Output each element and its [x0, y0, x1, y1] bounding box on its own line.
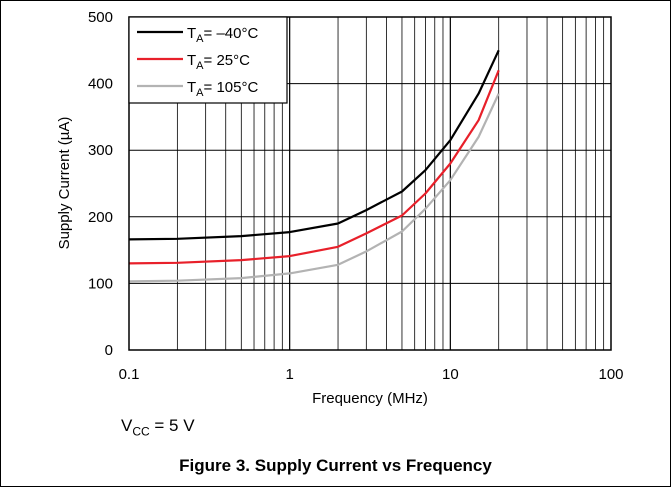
legend-label: TA= 105°C: [187, 79, 258, 99]
x-tick-label: 10: [442, 366, 459, 383]
tick-labels: 0.1 1 10 100 0 100 200 300 400 500: [88, 9, 624, 383]
series-layer: [128, 49, 500, 283]
series-line-1: [128, 49, 500, 241]
x-tick-label: 1: [285, 366, 293, 383]
condition-subscript: CC: [132, 424, 150, 439]
x-tick-label: 100: [598, 366, 623, 383]
legend-label: TA= 25°C: [187, 52, 250, 72]
chart: 0.1 1 10 100 0 100 200 300 400 500 Frequency (MHz…: [56, 9, 624, 407]
x-tick-label: 0.1: [119, 366, 140, 383]
condition-label: VCC = 5 V: [121, 416, 195, 438]
y-tick-label: 100: [88, 275, 113, 292]
series-line-2: [128, 69, 500, 265]
y-tick-label: 500: [88, 9, 113, 26]
condition-value: = 5 V: [149, 416, 195, 435]
y-tick-label: 0: [105, 342, 113, 359]
legend-label: TA= –40°C: [187, 25, 258, 45]
y-axis-label: Supply Current (µA): [56, 117, 73, 250]
y-tick-label: 200: [88, 209, 113, 226]
condition-symbol: V: [121, 416, 133, 435]
x-axis-label: Frequency (MHz): [312, 390, 428, 407]
series-line-3: [128, 93, 500, 283]
y-tick-label: 400: [88, 76, 113, 93]
legend: TA= –40°C TA= 25°C TA= 105°C: [128, 16, 288, 104]
figure-caption: Figure 3. Supply Current vs Frequency: [179, 456, 492, 475]
y-tick-label: 300: [88, 142, 113, 159]
plot-frame: [128, 16, 612, 351]
